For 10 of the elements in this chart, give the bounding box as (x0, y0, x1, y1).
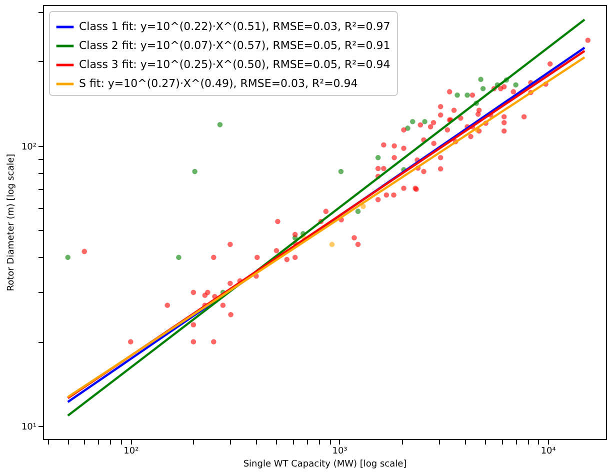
y-tick-label: 10¹ (21, 422, 37, 433)
legend-label: Class 3 fit: y=10^(0.25)·X^(0.50), RMSE=0.05, R²=0.94 (79, 58, 390, 71)
x-tick-label: 10³ (332, 446, 348, 456)
x-tick-label: 10² (124, 446, 140, 456)
legend-label: S fit: y=10^(0.27)·X^(0.49), RMSE=0.03, R²=0.94 (79, 77, 358, 90)
legend-label: Class 2 fit: y=10^(0.07)·X^(0.57), RMSE=0.05, R²=0.91 (79, 39, 390, 52)
x-tick-label: 10⁴ (540, 446, 556, 456)
x-axis-title: Single WT Capacity (MW) [log scale] (243, 460, 407, 470)
legend-label: Class 1 fit: y=10^(0.22)·X^(0.51), RMSE=0.03, R²=0.97 (79, 20, 390, 33)
y-axis-title: Rotor Diameter (m) [log scale] (6, 154, 16, 292)
